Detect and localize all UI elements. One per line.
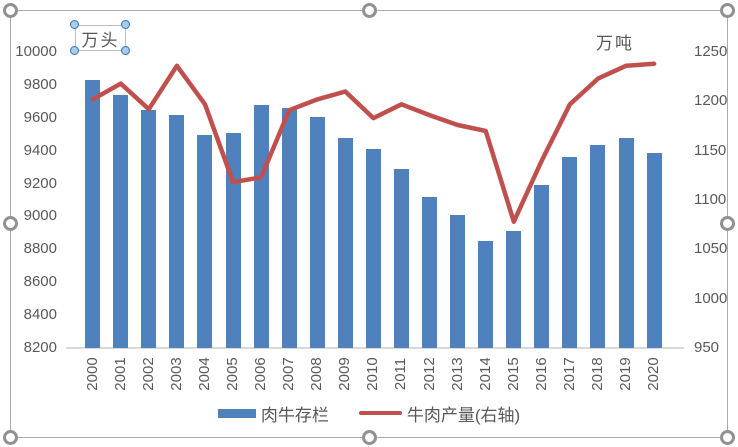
x-label-2005: 2005	[224, 357, 242, 391]
bar-2011[interactable]	[393, 168, 409, 348]
left-axis-tick-8800: 8800	[23, 240, 57, 258]
right-axis-tick-1000: 1000	[694, 289, 728, 307]
textbox-handle-bottom-right[interactable]	[121, 46, 130, 55]
x-label-2003: 2003	[167, 357, 185, 391]
bar-2012[interactable]	[422, 196, 438, 348]
x-label-2015: 2015	[504, 357, 522, 391]
right-axis-tick-1200: 1200	[694, 92, 728, 110]
selection-handle-bottom-left[interactable]	[3, 430, 18, 445]
selection-handle-bottom-right[interactable]	[720, 430, 735, 445]
bar-2008[interactable]	[309, 116, 325, 348]
left-axis-tick-9000: 9000	[23, 207, 57, 225]
left-axis-tick-8600: 8600	[23, 273, 57, 291]
left-axis-tick-8400: 8400	[23, 306, 57, 324]
bar-2005[interactable]	[225, 132, 241, 348]
bar-2002[interactable]	[141, 110, 157, 348]
bar-2003[interactable]	[169, 115, 185, 348]
right-axis-tick-1250: 1250	[694, 43, 728, 60]
legend-item-beef-production[interactable]: 牛肉产量(右轴)	[358, 401, 521, 426]
right-axis-title: 万吨	[596, 34, 634, 53]
selection-handle-middle-left[interactable]	[3, 216, 18, 231]
right-axis-tick-950: 950	[694, 339, 720, 356]
bar-2001[interactable]	[113, 94, 129, 348]
x-label-2017: 2017	[560, 357, 578, 391]
x-label-2008: 2008	[308, 357, 326, 391]
x-label-2012: 2012	[420, 357, 438, 391]
left-axis-tick-9400: 9400	[23, 141, 57, 159]
left-axis-title-box[interactable]: 万头	[75, 25, 126, 51]
textbox-handle-top-left[interactable]	[70, 20, 79, 29]
legend-label-beef-production: 牛肉产量(右轴)	[406, 405, 521, 425]
x-label-2018: 2018	[588, 357, 606, 391]
selection-handle-top-middle[interactable]	[362, 3, 377, 18]
left-axis-tick-9600: 9600	[23, 108, 57, 126]
legend-item-cattle-inventory[interactable]: 肉牛存栏	[217, 401, 329, 426]
bar-2000[interactable]	[85, 79, 101, 348]
x-label-2006: 2006	[252, 357, 270, 391]
left-axis-tick-10000: 10000	[15, 43, 57, 60]
bar-2020[interactable]	[646, 153, 662, 348]
bar-2007[interactable]	[281, 107, 297, 348]
legend: 肉牛存栏 牛肉产量(右轴)	[0, 401, 738, 426]
line-series-swatch-icon	[358, 411, 402, 415]
beef-production-line[interactable]	[90, 61, 657, 224]
selection-handle-middle-right[interactable]	[720, 216, 735, 231]
right-axis-tick-1100: 1100	[694, 191, 727, 208]
bar-2004[interactable]	[197, 135, 213, 348]
x-label-2019: 2019	[617, 357, 635, 391]
x-label-2010: 2010	[364, 357, 382, 391]
left-axis-title: 万头	[81, 30, 120, 50]
bar-2015[interactable]	[506, 231, 522, 348]
x-label-2002: 2002	[139, 357, 157, 391]
selection-handle-top-left[interactable]	[3, 3, 18, 18]
bar-series-swatch-icon	[217, 408, 256, 418]
selection-handle-top-right[interactable]	[720, 3, 735, 18]
x-label-2007: 2007	[280, 357, 298, 391]
x-label-2000: 2000	[83, 357, 101, 391]
legend-label-cattle-inventory: 肉牛存栏	[260, 405, 329, 425]
x-label-2009: 2009	[336, 357, 354, 391]
bar-2016[interactable]	[534, 185, 550, 348]
x-label-2016: 2016	[532, 357, 550, 391]
x-label-2013: 2013	[448, 357, 466, 391]
bar-2017[interactable]	[562, 157, 578, 348]
textbox-handle-bottom-left[interactable]	[70, 46, 79, 55]
bar-2010[interactable]	[365, 149, 381, 348]
x-axis-line	[66, 347, 684, 349]
bar-2014[interactable]	[478, 241, 494, 348]
right-axis-tick-1050: 1050	[694, 240, 728, 258]
bar-2019[interactable]	[618, 137, 634, 348]
x-label-2011: 2011	[392, 357, 410, 391]
left-axis-tick-9200: 9200	[23, 174, 57, 192]
left-axis-tick-9800: 9800	[23, 75, 57, 93]
left-axis-tick-8200: 8200	[23, 339, 57, 356]
x-label-2020: 2020	[645, 357, 663, 391]
bar-2013[interactable]	[450, 214, 466, 348]
bar-2018[interactable]	[590, 144, 606, 348]
selection-handle-bottom-middle[interactable]	[362, 430, 377, 445]
x-label-2014: 2014	[476, 357, 494, 391]
x-label-2001: 2001	[111, 357, 129, 391]
textbox-handle-top-right[interactable]	[121, 20, 130, 29]
right-axis-tick-1150: 1150	[694, 141, 727, 159]
x-label-2004: 2004	[195, 357, 213, 391]
bar-2009[interactable]	[337, 138, 353, 348]
